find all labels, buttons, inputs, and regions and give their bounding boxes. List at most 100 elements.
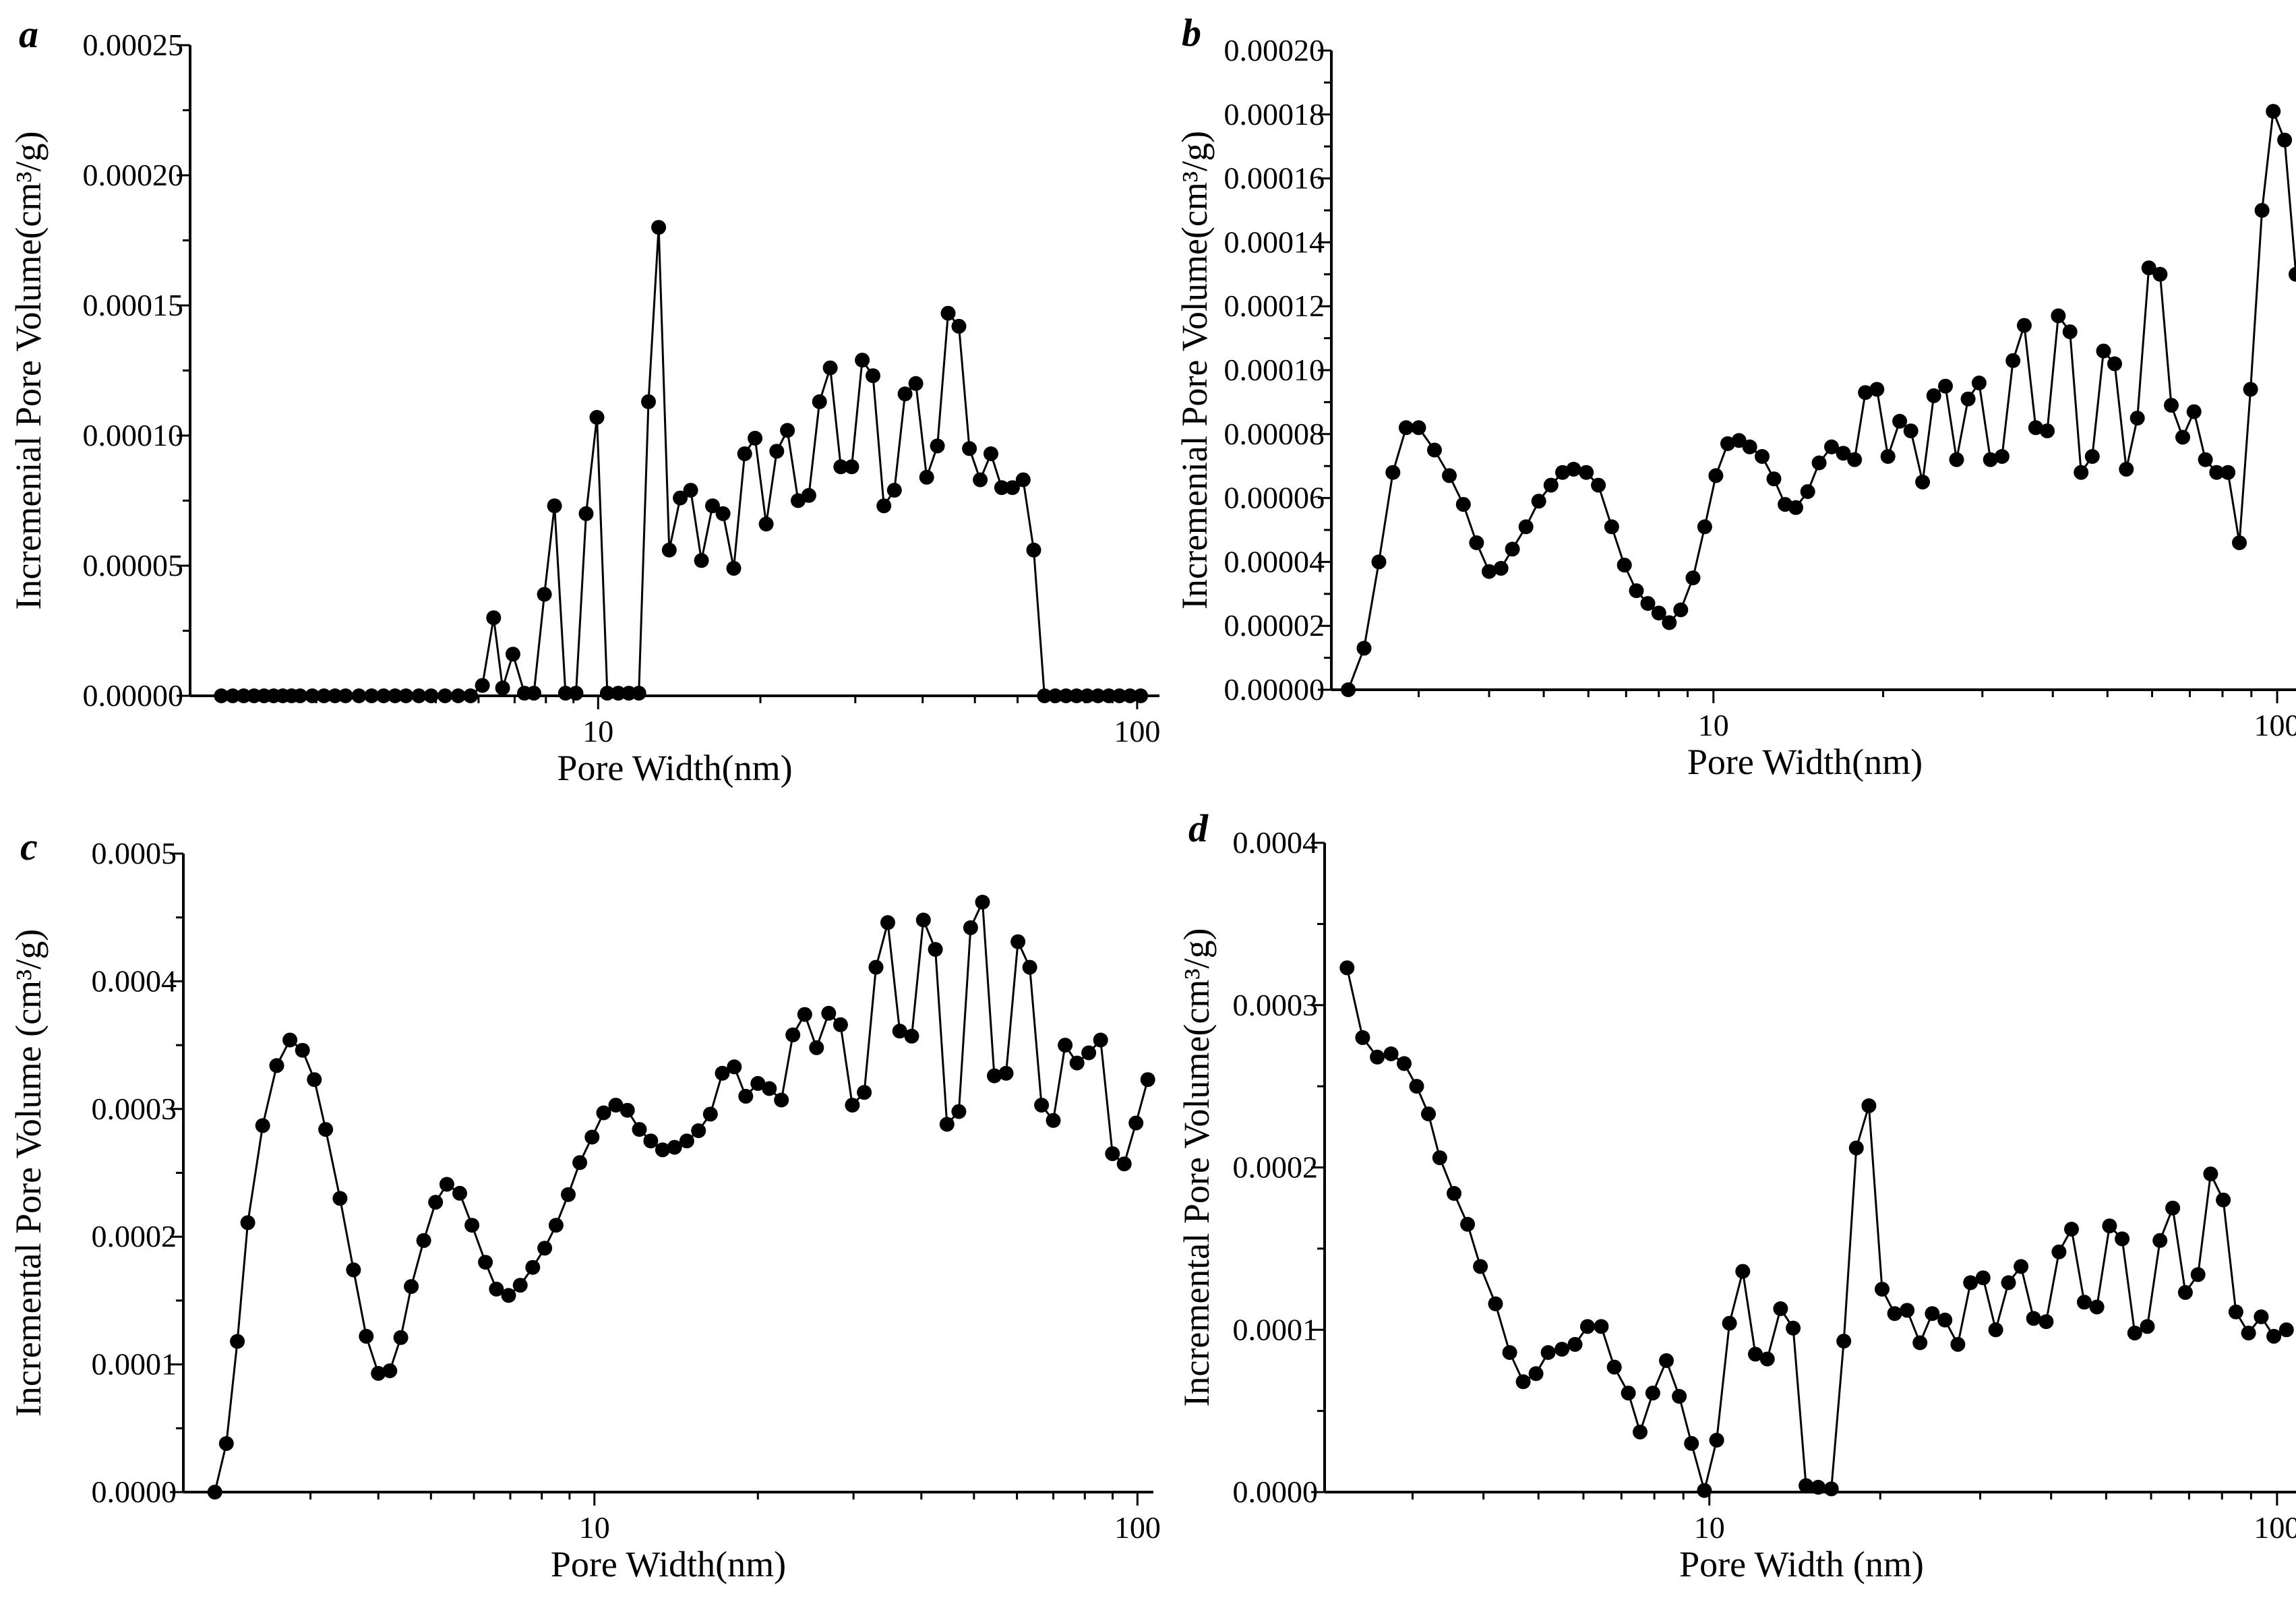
data-point (1823, 1481, 1839, 1497)
data-point (880, 915, 895, 930)
data-point (886, 483, 902, 498)
data-point (2198, 452, 2213, 467)
data-point (452, 1185, 467, 1201)
data-point (338, 688, 353, 703)
data-point (1010, 934, 1026, 949)
panel-letter: b (1182, 11, 1201, 55)
data-point (1742, 439, 1757, 454)
data-point (505, 647, 520, 662)
data-point (1621, 1386, 1636, 1401)
data-point (1034, 1098, 1050, 1113)
data-point (812, 394, 827, 409)
data-point (1709, 1433, 1724, 1448)
data-point (1069, 688, 1084, 703)
x-axis-title: Pore Width(nm) (557, 748, 792, 788)
data-point (1093, 1032, 1108, 1048)
data-point (1432, 1150, 1447, 1166)
data-point (1949, 452, 1964, 467)
data-point (1847, 452, 1863, 467)
data-point (641, 394, 656, 409)
data-point (1786, 1320, 1801, 1336)
data-point (2084, 449, 2100, 464)
y-tick-label: 0.00004 (1224, 544, 1325, 578)
data-point (463, 688, 479, 703)
data-point (537, 587, 552, 602)
data-point (1912, 1335, 1928, 1351)
data-point (307, 1072, 322, 1088)
data-point (1397, 1056, 1412, 1071)
data-point (2119, 461, 2134, 477)
chart-panel-b: 0.00000 0.00002 0.00004 0.00006 0.00008 0.000… (1174, 11, 2296, 782)
data-point (2266, 104, 2281, 119)
data-point (679, 1133, 694, 1149)
data-point (495, 680, 510, 696)
data-point (1672, 1389, 1687, 1404)
data-point (512, 1278, 528, 1293)
data-point (2152, 266, 2168, 282)
data-point (748, 430, 763, 446)
data-point (715, 1065, 730, 1081)
data-point (1858, 385, 1873, 400)
y-tick-label: 0.00000 (1224, 672, 1325, 707)
data-point (1975, 1270, 1991, 1286)
data-point (855, 353, 870, 368)
x-tick-label: 10 (579, 1510, 610, 1545)
data-point (939, 1117, 955, 1132)
data-point (584, 1129, 600, 1145)
data-point (1720, 436, 1735, 451)
data-point (1128, 1115, 1144, 1131)
data-point (1460, 1216, 1476, 1232)
data-point (738, 1088, 754, 1104)
data-point (1759, 1351, 1775, 1367)
data-point (2038, 1314, 2054, 1330)
data-point (1493, 560, 1509, 576)
y-tick-label: 0.0002 (92, 1219, 177, 1253)
data-point (2028, 420, 2043, 436)
data-point (2005, 353, 2021, 368)
data-point (1015, 472, 1031, 487)
series-line-0 (1346, 968, 2287, 1495)
y-tick-label: 0.00018 (1224, 97, 1325, 131)
data-point (1811, 1479, 1826, 1495)
data-point (1105, 1146, 1120, 1162)
data-point (1836, 1334, 1852, 1349)
data-point (1594, 1319, 1609, 1334)
data-point (2165, 1200, 2181, 1216)
data-point (2076, 1295, 2092, 1310)
data-point (596, 1105, 611, 1121)
data-point (1037, 688, 1052, 703)
data-point (1836, 446, 1851, 461)
data-point (1502, 1345, 1517, 1360)
data-point (1566, 461, 1581, 477)
data-point (655, 1142, 670, 1158)
data-point (758, 516, 774, 532)
data-point (1848, 1140, 1864, 1156)
data-point (651, 220, 667, 235)
y-tick-label: 0.00010 (83, 418, 184, 452)
data-point (1505, 541, 1520, 557)
data-point (2140, 1319, 2155, 1334)
y-tick-label: 0.00000 (83, 678, 184, 713)
data-point (572, 1155, 588, 1170)
data-point (1515, 1374, 1531, 1390)
data-point (2127, 1326, 2142, 1341)
data-point (364, 688, 380, 703)
data-point (2221, 465, 2236, 480)
data-point (1915, 474, 1931, 489)
data-point (2141, 260, 2156, 276)
x-axis-title: Pore Width(nm) (551, 1544, 786, 1584)
data-point (416, 1233, 431, 1248)
data-point (1731, 433, 1747, 448)
data-point (2016, 318, 2032, 333)
data-point (1531, 494, 1546, 509)
data-point (578, 506, 594, 521)
data-point (915, 912, 931, 928)
data-point (1411, 420, 1426, 436)
data-point (1398, 420, 1414, 436)
data-point (236, 688, 251, 703)
data-point (1133, 688, 1149, 703)
data-point (332, 1191, 348, 1206)
data-point (1090, 688, 1106, 703)
data-point (589, 410, 605, 425)
data-point (1116, 1156, 1132, 1172)
